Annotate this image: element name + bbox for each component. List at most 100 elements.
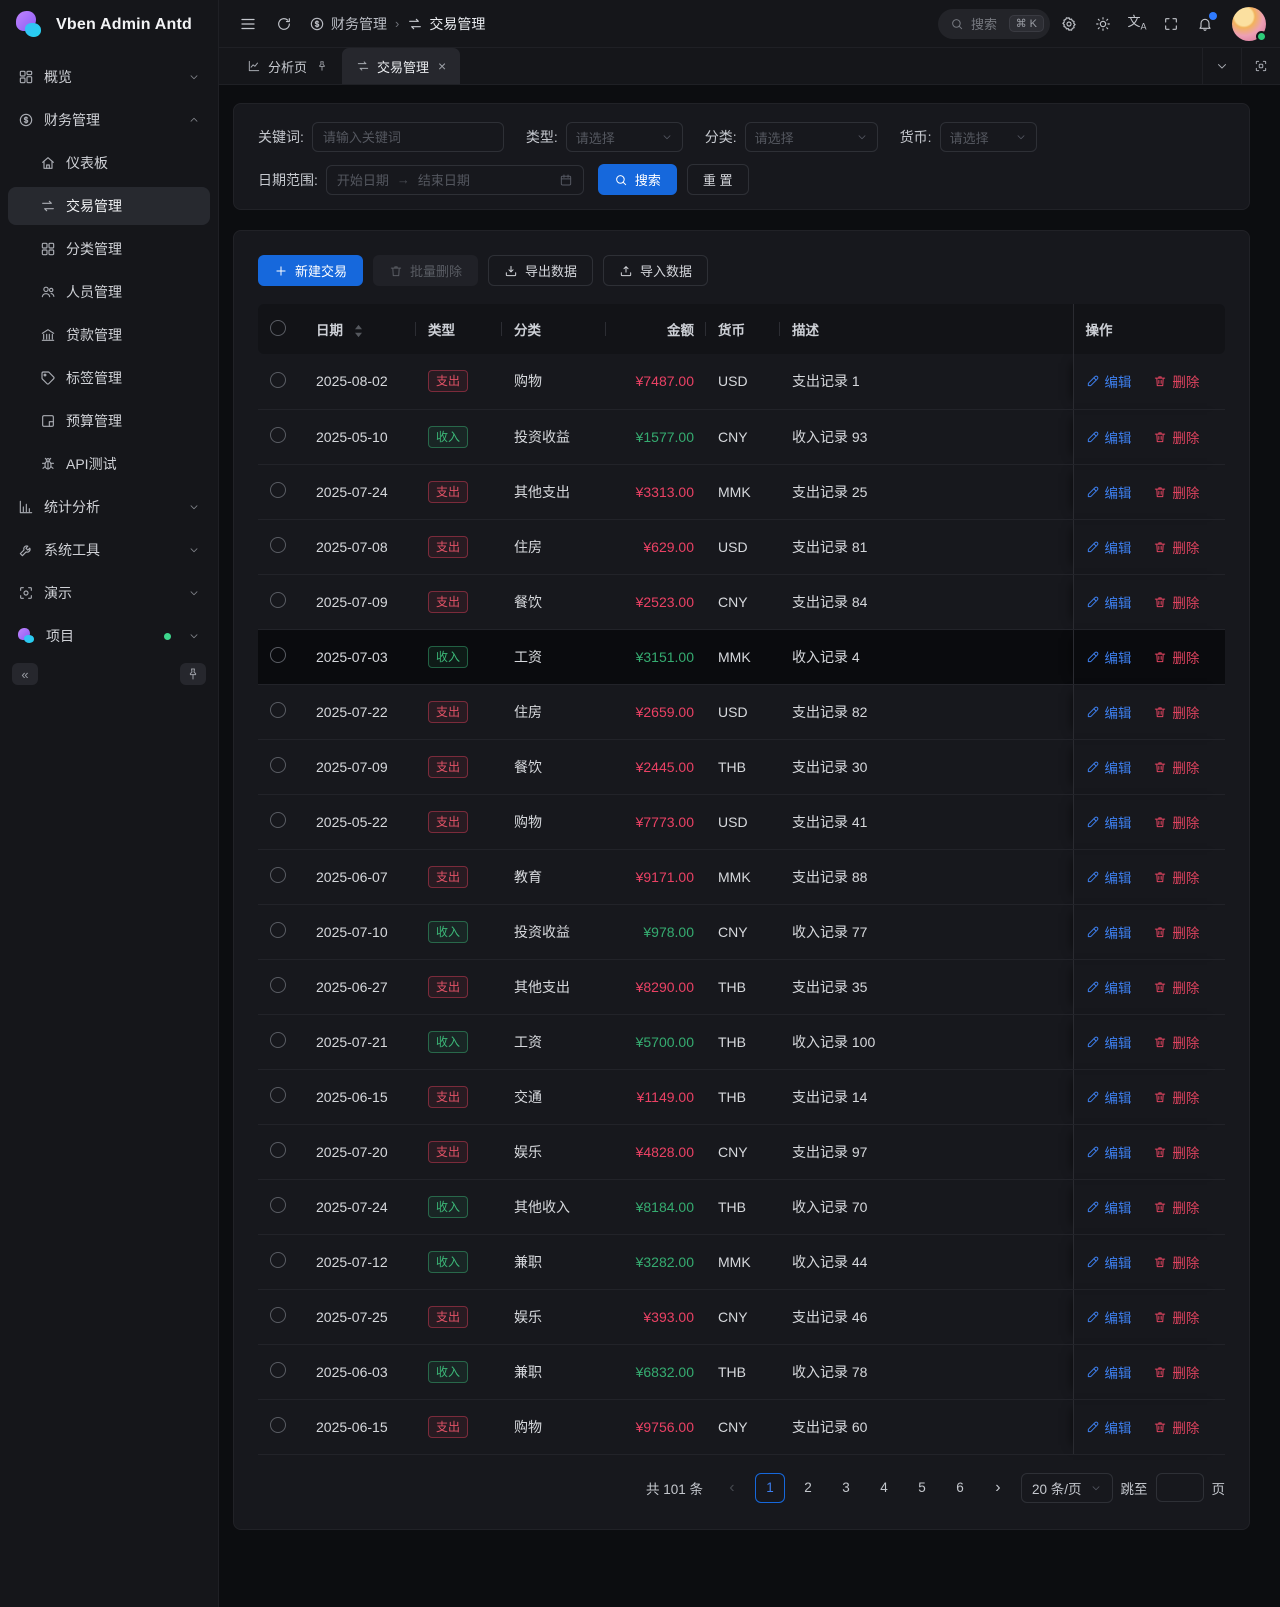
delete-button[interactable]: 删除 [1153,371,1199,391]
sidebar-item-transactions[interactable]: 交易管理 [8,187,210,225]
jump-page-input[interactable] [1156,1473,1204,1502]
delete-button[interactable]: 删除 [1153,867,1199,887]
settings-gear-icon[interactable] [1054,9,1084,39]
delete-button[interactable]: 删除 [1153,1197,1199,1217]
edit-button[interactable]: 编辑 [1086,977,1132,997]
delete-button[interactable]: 删除 [1153,647,1199,667]
export-data-button[interactable]: 导出数据 [488,255,593,286]
refresh-icon[interactable] [269,9,299,39]
theme-sun-icon[interactable] [1088,9,1118,39]
reset-button[interactable]: 重 置 [687,164,749,195]
row-checkbox[interactable] [270,1307,286,1323]
keyword-input[interactable] [312,122,504,152]
delete-button[interactable]: 删除 [1153,1307,1199,1327]
next-page-button[interactable]: › [983,1473,1013,1503]
breadcrumb-item-finance[interactable]: 财务管理 [309,14,387,34]
edit-button[interactable]: 编辑 [1086,371,1132,391]
delete-button[interactable]: 删除 [1153,1142,1199,1162]
edit-button[interactable]: 编辑 [1086,1087,1132,1107]
row-checkbox[interactable] [270,1197,286,1213]
category-select[interactable]: 请选择 [745,122,878,152]
page-button[interactable]: 2 [793,1473,823,1503]
page-button[interactable]: 4 [869,1473,899,1503]
page-button[interactable]: 1 [755,1473,785,1503]
row-checkbox[interactable] [270,1252,286,1268]
edit-button[interactable]: 编辑 [1086,922,1132,942]
edit-button[interactable]: 编辑 [1086,1362,1132,1382]
sidebar-item-categories[interactable]: 分类管理 [8,230,210,268]
currency-select[interactable]: 请选择 [940,122,1037,152]
delete-button[interactable]: 删除 [1153,1252,1199,1272]
tab-list-chevron-icon[interactable] [1202,48,1241,84]
sidebar-item-api-test[interactable]: API测试 [8,445,210,483]
global-search-button[interactable]: 搜索 ⌘ K [938,9,1050,39]
row-checkbox[interactable] [270,812,286,828]
row-checkbox[interactable] [270,647,286,663]
sidebar-item-project[interactable]: 项目 [8,617,210,655]
sidebar-item-demo[interactable]: 演示 [8,574,210,612]
tab-transactions[interactable]: 交易管理 × [342,48,460,84]
fullscreen-icon[interactable] [1156,9,1186,39]
app-logo[interactable]: Vben Admin Antd [0,0,218,50]
prev-page-button[interactable]: ‹ [717,1473,747,1503]
collapse-sidebar-button[interactable]: « [12,663,38,685]
edit-button[interactable]: 编辑 [1086,537,1132,557]
edit-button[interactable]: 编辑 [1086,592,1132,612]
hamburger-menu-icon[interactable] [233,9,263,39]
sidebar-item-loans[interactable]: 贷款管理 [8,316,210,354]
sidebar-item-statistics[interactable]: 统计分析 [8,488,210,526]
sidebar-item-tags[interactable]: 标签管理 [8,359,210,397]
row-checkbox[interactable] [270,427,286,443]
date-range-picker[interactable]: 开始日期 → 结束日期 [326,165,584,195]
row-checkbox[interactable] [270,592,286,608]
edit-button[interactable]: 编辑 [1086,1307,1132,1327]
row-checkbox[interactable] [270,1417,286,1433]
row-checkbox[interactable] [270,702,286,718]
delete-button[interactable]: 删除 [1153,592,1199,612]
import-data-button[interactable]: 导入数据 [603,255,708,286]
notifications-bell-icon[interactable] [1190,9,1220,39]
close-tab-icon[interactable]: × [438,58,446,74]
delete-button[interactable]: 删除 [1153,1032,1199,1052]
sidebar-item-people[interactable]: 人员管理 [8,273,210,311]
row-checkbox[interactable] [270,922,286,938]
delete-button[interactable]: 删除 [1153,702,1199,722]
edit-button[interactable]: 编辑 [1086,702,1132,722]
edit-button[interactable]: 编辑 [1086,1252,1132,1272]
breadcrumb-item-transactions[interactable]: 交易管理 [407,14,485,34]
sidebar-item-system-tools[interactable]: 系统工具 [8,531,210,569]
delete-button[interactable]: 删除 [1153,977,1199,997]
delete-button[interactable]: 删除 [1153,482,1199,502]
row-checkbox[interactable] [270,1142,286,1158]
sort-carets-icon[interactable] [354,324,363,338]
edit-button[interactable]: 编辑 [1086,482,1132,502]
search-button[interactable]: 搜索 [598,164,677,195]
row-checkbox[interactable] [270,482,286,498]
sidebar-item-budget[interactable]: 预算管理 [8,402,210,440]
delete-button[interactable]: 删除 [1153,427,1199,447]
edit-button[interactable]: 编辑 [1086,757,1132,777]
row-checkbox[interactable] [270,867,286,883]
delete-button[interactable]: 删除 [1153,1087,1199,1107]
sidebar-item-dashboard[interactable]: 仪表板 [8,144,210,182]
edit-button[interactable]: 编辑 [1086,427,1132,447]
delete-button[interactable]: 删除 [1153,1417,1199,1437]
edit-button[interactable]: 编辑 [1086,647,1132,667]
row-checkbox[interactable] [270,977,286,993]
user-avatar[interactable] [1232,7,1266,41]
sidebar-item-finance[interactable]: 财务管理 [8,101,210,139]
page-size-select[interactable]: 20 条/页 [1021,1473,1113,1503]
delete-button[interactable]: 删除 [1153,757,1199,777]
delete-button[interactable]: 删除 [1153,537,1199,557]
row-checkbox[interactable] [270,372,286,388]
create-transaction-button[interactable]: 新建交易 [258,255,363,286]
language-translate-icon[interactable]: 文A [1122,9,1152,39]
edit-button[interactable]: 编辑 [1086,1197,1132,1217]
maximize-content-icon[interactable] [1241,48,1280,84]
delete-button[interactable]: 删除 [1153,1362,1199,1382]
sidebar-item-overview[interactable]: 概览 [8,58,210,96]
page-button[interactable]: 5 [907,1473,937,1503]
row-checkbox[interactable] [270,537,286,553]
delete-button[interactable]: 删除 [1153,812,1199,832]
row-checkbox[interactable] [270,757,286,773]
